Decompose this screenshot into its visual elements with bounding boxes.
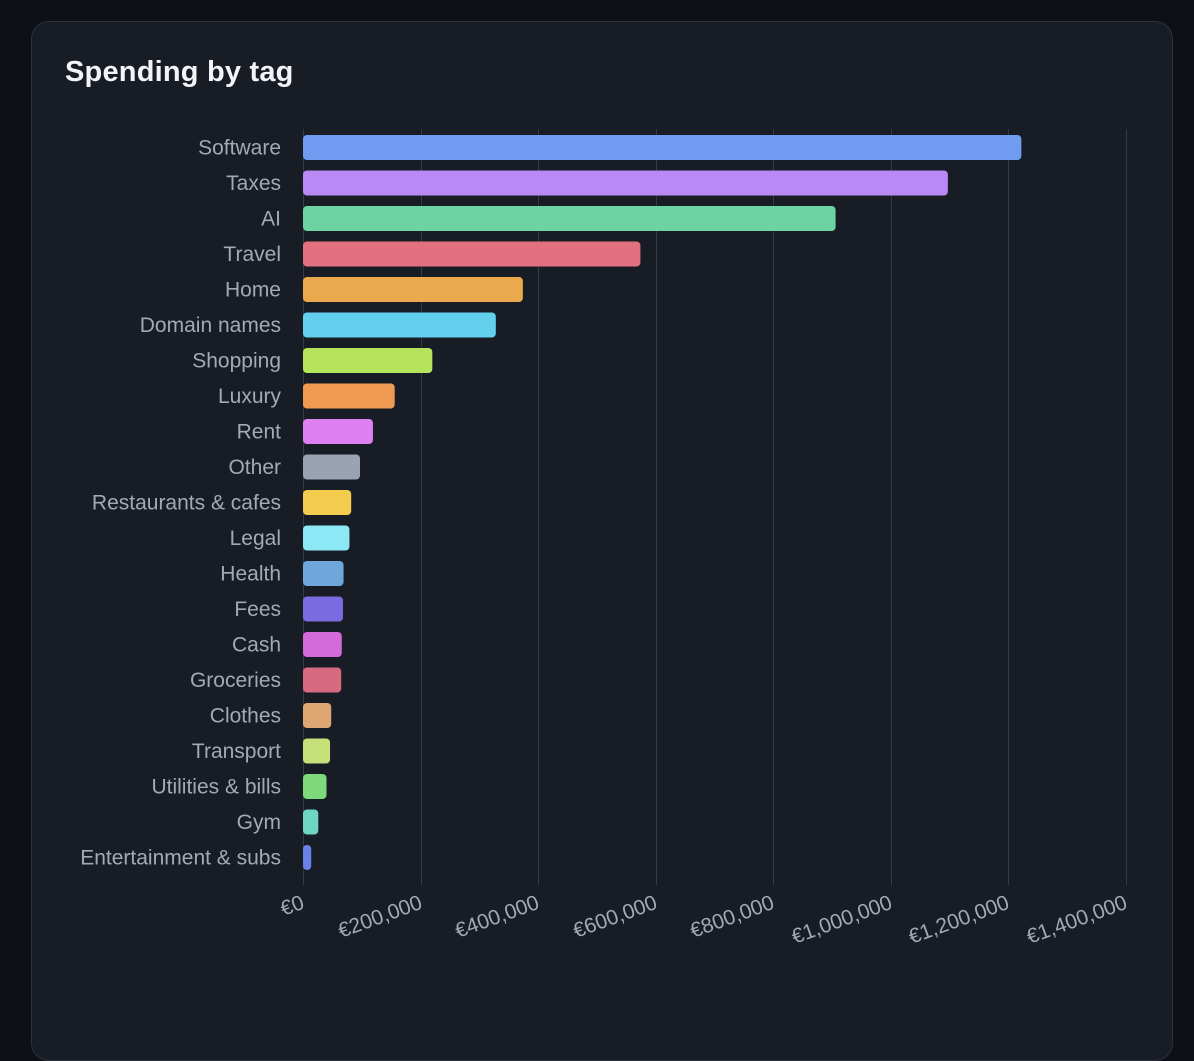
- category-label: Taxes: [226, 172, 281, 195]
- x-tick-label: €1,400,000: [1024, 891, 1131, 949]
- x-tick-label: €1,200,000: [906, 891, 1013, 949]
- bar: [303, 845, 312, 870]
- category-label: Transport: [192, 740, 281, 763]
- bar: [303, 312, 496, 338]
- category-label: Travel: [223, 243, 281, 266]
- bar: [303, 774, 327, 799]
- card-title: Spending by tag: [65, 56, 294, 88]
- grid-lines: [303, 129, 1127, 885]
- x-tick-label: €400,000: [452, 891, 542, 943]
- x-tick-label: €200,000: [335, 891, 425, 943]
- x-tick-label: €1,000,000: [789, 891, 896, 949]
- bar: [303, 809, 319, 835]
- category-label: Gym: [237, 811, 281, 834]
- category-label: Other: [228, 456, 281, 479]
- bar: [303, 561, 344, 586]
- category-label: Shopping: [192, 350, 281, 373]
- bars: [303, 135, 1022, 870]
- y-axis-labels: Software Taxes AI Travel Home Domain names Sho…: [80, 137, 281, 870]
- x-tick-label: €0: [277, 891, 307, 921]
- x-tick-label: €800,000: [687, 891, 777, 943]
- category-label: Fees: [234, 598, 281, 621]
- category-label: Home: [225, 279, 281, 302]
- spending-bar-chart: Software Taxes AI Travel Home Domain names Sho…: [80, 129, 1130, 949]
- category-label: Restaurants & cafes: [92, 492, 281, 515]
- category-label: AI: [261, 208, 281, 231]
- category-label: Groceries: [190, 669, 281, 692]
- bar: [303, 135, 1022, 160]
- bar: [303, 348, 433, 373]
- category-label: Utilities & bills: [151, 776, 281, 799]
- category-label: Health: [220, 563, 281, 586]
- category-label: Legal: [230, 527, 281, 550]
- bar: [303, 170, 948, 196]
- bar: [303, 454, 361, 480]
- category-label: Domain names: [140, 314, 281, 337]
- bar: [303, 525, 350, 551]
- category-label: Entertainment & subs: [80, 847, 281, 870]
- bar: [303, 419, 373, 444]
- category-label: Software: [198, 137, 281, 160]
- x-tick-label: €600,000: [570, 891, 660, 943]
- bar: [303, 383, 395, 409]
- bar: [303, 632, 342, 657]
- x-axis-labels: €0 €200,000 €400,000 €600,000 €800,000 €1,000…: [277, 891, 1130, 949]
- bar: [303, 703, 332, 728]
- bar: [303, 277, 523, 302]
- bar: [303, 738, 331, 764]
- bar: [303, 596, 343, 622]
- bar: [303, 490, 352, 515]
- category-label: Cash: [232, 634, 281, 657]
- category-label: Luxury: [218, 385, 282, 408]
- bar: [303, 206, 836, 231]
- bar: [303, 241, 641, 267]
- category-label: Clothes: [210, 705, 281, 728]
- category-label: Rent: [237, 421, 282, 444]
- bar: [303, 667, 342, 693]
